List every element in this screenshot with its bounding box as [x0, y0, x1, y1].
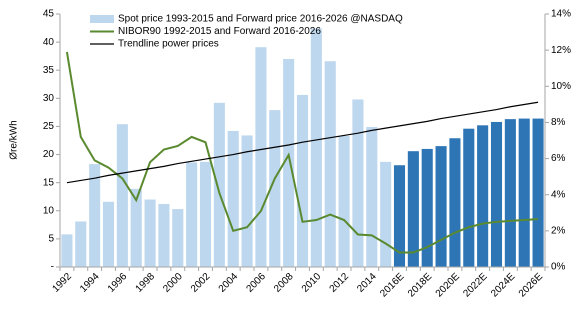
- x-tick-label: 2024E: [489, 271, 517, 299]
- bar: [116, 124, 128, 267]
- bar: [504, 119, 516, 267]
- y2-tick-label: 12%: [551, 45, 571, 56]
- bar: [435, 146, 447, 267]
- y-tick-label: 20: [43, 149, 55, 160]
- y2-tick-label: 0%: [551, 262, 566, 273]
- x-tick-label: 2016E: [378, 271, 406, 299]
- x-tick-label: 2026E: [517, 271, 545, 299]
- y-tick-label: 15: [43, 177, 55, 188]
- line: [65, 51, 539, 254]
- y2-tick-label: 2%: [551, 225, 566, 236]
- bar: [324, 61, 336, 267]
- legend-label: Spot price 1993-2015 and Forward price 2…: [118, 14, 403, 25]
- y-tick-label: 30: [43, 93, 55, 104]
- bar: [199, 161, 212, 267]
- bar: [227, 130, 239, 267]
- x-tick-label: 2002: [189, 271, 213, 295]
- bar: [352, 99, 364, 267]
- bar: [490, 121, 503, 268]
- y2-tick-label: 6%: [551, 153, 566, 164]
- bar: [75, 221, 87, 267]
- x-tick-label: 2020E: [434, 271, 462, 299]
- y-tick-label: 35: [43, 65, 55, 76]
- y2-tick-label: 4%: [551, 189, 566, 200]
- bar: [186, 162, 198, 267]
- y-tick-label: 40: [43, 37, 55, 48]
- bar: [421, 148, 433, 267]
- x-tick-label: 2008: [272, 271, 296, 295]
- bar: [102, 201, 115, 267]
- bar: [130, 188, 142, 267]
- bar: [158, 204, 170, 267]
- bar: [393, 165, 406, 267]
- y2-tick-label: 10%: [551, 81, 571, 92]
- bar: [144, 199, 156, 267]
- x-tick-label: 2014: [355, 271, 379, 295]
- y-tick-label: -: [51, 262, 54, 273]
- line: [66, 101, 539, 184]
- legend-label: NIBOR90 1992-2015 and Forward 2016-2026: [118, 26, 321, 37]
- bar: [380, 161, 392, 267]
- x-tick-label: 1992: [50, 271, 74, 295]
- x-tick-label: 2004: [217, 271, 241, 295]
- bar: [518, 118, 530, 267]
- x-tick-label: 2000: [161, 271, 185, 295]
- bar: [477, 125, 489, 267]
- bar: [255, 47, 267, 267]
- y-tick-label: 25: [43, 121, 55, 132]
- x-tick-label: 2006: [244, 271, 268, 295]
- x-tick-label: 1996: [106, 271, 130, 295]
- bar: [269, 110, 281, 267]
- legend-label: Trendline power prices: [118, 39, 219, 50]
- x-tick-label: 1998: [134, 271, 158, 295]
- bar: [310, 28, 322, 267]
- bar: [296, 94, 309, 268]
- bar: [61, 234, 73, 267]
- bar: [532, 118, 544, 267]
- bar: [213, 102, 225, 267]
- bar: [463, 128, 475, 267]
- legend-swatch: [90, 15, 114, 23]
- y2-tick-label: 8%: [551, 117, 566, 128]
- bar: [407, 151, 419, 267]
- x-tick-label: 1994: [78, 271, 102, 295]
- x-tick-label: 2010: [300, 271, 324, 295]
- bar: [241, 135, 253, 267]
- y-tick-label: 5: [48, 234, 54, 245]
- bar: [172, 209, 184, 267]
- x-tick-label: 2022E: [461, 271, 489, 299]
- bar: [89, 164, 101, 267]
- x-tick-label: 2018E: [406, 271, 434, 299]
- bar: [283, 58, 295, 267]
- bar: [338, 136, 350, 267]
- y2-tick-label: 14%: [551, 9, 571, 20]
- y-axis-label: Øre/kWh: [9, 120, 20, 159]
- bar: [366, 127, 378, 267]
- bar: [449, 138, 461, 267]
- x-tick-label: 2012: [328, 271, 352, 295]
- y-tick-label: 45: [43, 9, 55, 20]
- y-tick-label: 10: [43, 205, 55, 216]
